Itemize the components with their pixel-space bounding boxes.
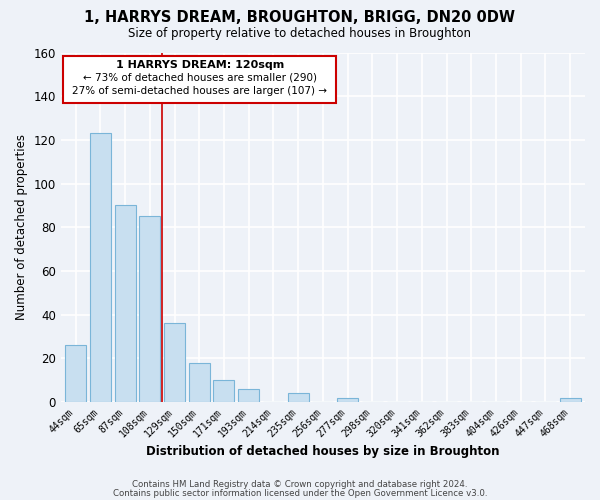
Bar <box>287 394 308 402</box>
Bar <box>65 346 86 402</box>
Bar <box>238 389 259 402</box>
Bar <box>139 216 160 402</box>
Bar <box>164 324 185 402</box>
Text: Contains HM Land Registry data © Crown copyright and database right 2024.: Contains HM Land Registry data © Crown c… <box>132 480 468 489</box>
Bar <box>337 398 358 402</box>
Y-axis label: Number of detached properties: Number of detached properties <box>15 134 28 320</box>
Bar <box>189 363 210 402</box>
Text: 1 HARRYS DREAM: 120sqm: 1 HARRYS DREAM: 120sqm <box>116 60 284 70</box>
Bar <box>560 398 581 402</box>
Bar <box>90 134 111 402</box>
Text: 1, HARRYS DREAM, BROUGHTON, BRIGG, DN20 0DW: 1, HARRYS DREAM, BROUGHTON, BRIGG, DN20 … <box>85 10 515 25</box>
Bar <box>115 206 136 402</box>
Text: Size of property relative to detached houses in Broughton: Size of property relative to detached ho… <box>128 28 472 40</box>
Text: ← 73% of detached houses are smaller (290): ← 73% of detached houses are smaller (29… <box>83 73 317 83</box>
Bar <box>214 380 235 402</box>
Text: Contains public sector information licensed under the Open Government Licence v3: Contains public sector information licen… <box>113 488 487 498</box>
Text: 27% of semi-detached houses are larger (107) →: 27% of semi-detached houses are larger (… <box>72 86 327 96</box>
X-axis label: Distribution of detached houses by size in Broughton: Distribution of detached houses by size … <box>146 444 500 458</box>
FancyBboxPatch shape <box>64 56 336 103</box>
